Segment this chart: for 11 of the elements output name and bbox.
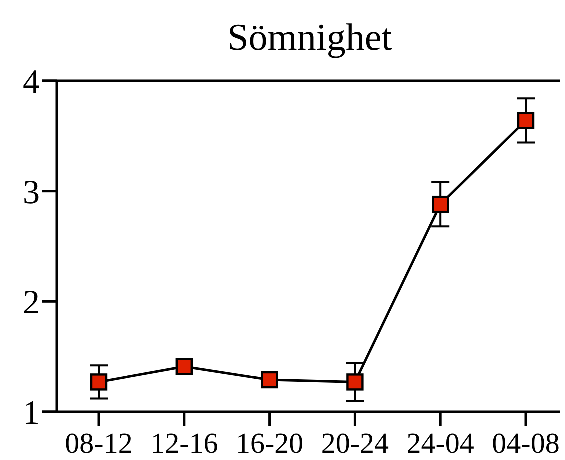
- x-tick-label: 08-12: [65, 428, 133, 460]
- x-tick-label: 24-04: [406, 428, 475, 460]
- y-tick-label: 4: [23, 64, 40, 101]
- x-tick-label: 12-16: [150, 428, 218, 460]
- y-tick-label: 2: [23, 284, 40, 322]
- x-tick-label: 16-20: [236, 428, 304, 460]
- y-tick-label: 3: [23, 174, 40, 212]
- chart-title: Sömnighet: [228, 17, 393, 59]
- x-tick-label: 20-24: [321, 428, 390, 460]
- y-tick-label: 1: [23, 395, 40, 432]
- x-tick-label: 04-08: [492, 428, 560, 460]
